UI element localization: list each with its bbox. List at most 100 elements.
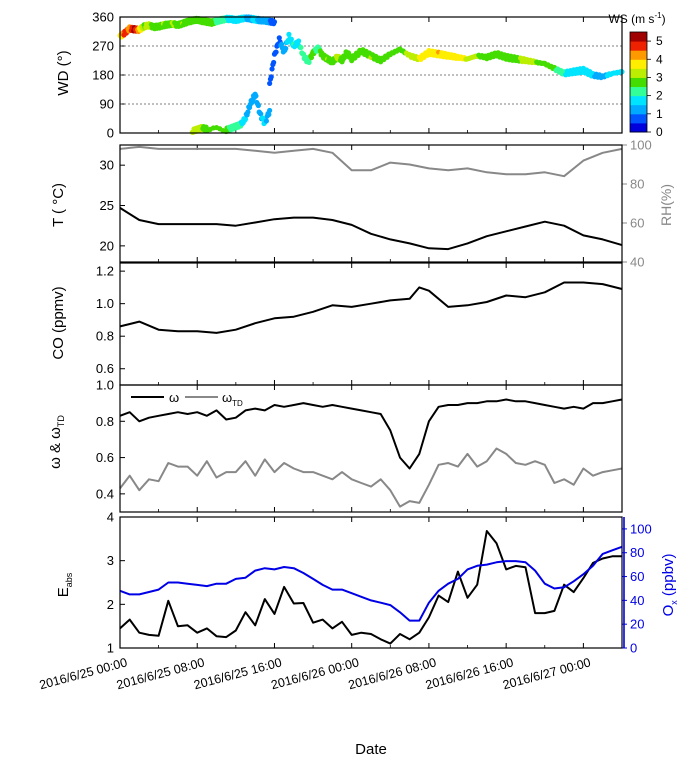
- wd-point: [258, 111, 264, 117]
- t_rh-y-tick-label: 25: [100, 198, 114, 213]
- t_rh-y2-tick-label: 80: [630, 177, 644, 192]
- wd-y-tick-label: 90: [100, 97, 114, 112]
- omega-frame: [119, 384, 623, 513]
- t_rh-frame: [119, 144, 623, 263]
- t_rh-y-tick-label: 20: [100, 238, 114, 253]
- omega-y-tick-label: 1.0: [96, 378, 114, 393]
- wd-point: [268, 74, 274, 80]
- wd-point: [308, 54, 315, 61]
- colorbar-cell: [630, 95, 647, 106]
- co-y-tick-label: 0.6: [96, 361, 114, 376]
- omega-legend: ω ωTD: [131, 390, 243, 408]
- wd-point: [298, 44, 304, 51]
- eabs_ox-y2-tick-label: 0: [630, 641, 637, 656]
- omega-axis-label: ω & ωTD: [47, 415, 66, 469]
- wd-point: [253, 93, 259, 99]
- x-tick-label: 2016/6/26 16:00: [424, 655, 515, 692]
- ox-axis-label-sub: x: [669, 600, 679, 605]
- t_rh-y2-tick-label: 40: [630, 255, 644, 270]
- wd-point: [255, 102, 261, 109]
- colorbar-title: WS (m s-1): [608, 11, 665, 26]
- colorbar-tick-label: 4: [656, 52, 663, 66]
- wind-direction-panel: WD (°) 0 90 180 270 360: [55, 10, 625, 141]
- co-frame: [119, 262, 623, 386]
- eabs-axis-label-sub: abs: [64, 572, 74, 587]
- colorbar-cell: [630, 113, 647, 124]
- omega-y-tick-label: 0.8: [96, 414, 114, 429]
- ox-axis-label: Ox (ppbv): [660, 554, 679, 617]
- ox-axis-label-tail: (ppbv): [660, 554, 677, 601]
- wd-y-tick-label: 180: [92, 68, 114, 83]
- wd-point: [288, 36, 294, 42]
- x-tick-label: 2016/6/25 00:00: [38, 655, 129, 692]
- colorbar-title-sup: -1: [654, 11, 662, 20]
- omega-y-tick-label: 0.4: [96, 486, 114, 501]
- eabs_ox-y2-tick-label: 20: [630, 617, 644, 632]
- colorbar-cell: [630, 68, 647, 78]
- wd-y-tick-label: 0: [107, 126, 114, 141]
- wd-point: [271, 19, 278, 25]
- colorbar-tick-label: 1: [656, 107, 663, 121]
- x-tick-label: 2016/6/26 08:00: [347, 655, 438, 692]
- x-tick-label: 2016/6/27 00:00: [501, 655, 592, 692]
- colorbar-cell: [630, 41, 647, 51]
- t_rh-y-tick-label: 30: [100, 158, 114, 173]
- colorbar-tick-label: 3: [656, 70, 663, 84]
- wd-point: [273, 49, 279, 55]
- eabs_ox-frame: [119, 516, 623, 649]
- legend-omega-td-sub: TD: [232, 399, 243, 408]
- colorbar-cell: [630, 59, 647, 69]
- wd-y-tick-label: 270: [92, 39, 114, 54]
- wd-point: [295, 38, 302, 44]
- colorbar-cell: [630, 104, 647, 115]
- co-y-tick-label: 0.8: [96, 329, 114, 344]
- omega-panel: ω & ωTD 0.4 0.6 0.8 1.0 ω ωTD: [47, 378, 623, 513]
- wd-point: [266, 111, 272, 118]
- co-y-tick-label: 1.2: [96, 264, 114, 279]
- co-y-tick-label: 1.0: [96, 296, 114, 311]
- wd-point: [279, 41, 285, 47]
- wd-point: [263, 118, 270, 124]
- wd-point: [286, 31, 292, 38]
- eabs_ox-y2-tick-label: 100: [630, 521, 652, 536]
- eabs_ox-y2-tick-label: 60: [630, 569, 644, 584]
- legend-omega-td-label: ωTD: [222, 390, 243, 408]
- colorbar-tick-label: 2: [656, 89, 663, 103]
- colorbar-cell: [630, 77, 647, 88]
- wind-speed-colorbar: WS (m s-1) 0 1 2 3 4 5: [608, 11, 665, 139]
- eabs_ox-y-tick-label: 3: [107, 553, 114, 568]
- wd-point: [267, 107, 273, 114]
- colorbar-cell: [630, 32, 647, 42]
- x-axis-label: Date: [355, 741, 387, 758]
- omega-series-line-1: [119, 447, 623, 508]
- eabs-axis-label: Eabs: [55, 572, 74, 597]
- eabs_ox-series-line-0: [119, 530, 622, 645]
- wd-point: [271, 59, 277, 66]
- x-tick-label: 2016/6/25 08:00: [115, 655, 206, 692]
- t_rh-series-line-0: [119, 207, 623, 251]
- wd-point: [283, 45, 289, 52]
- t_rh-y2-tick-label: 100: [630, 138, 652, 153]
- eabs_ox-y-tick-label: 2: [107, 597, 114, 612]
- colorbar-frame: [629, 31, 648, 133]
- co-series-line-0: [119, 281, 623, 334]
- co-panel: CO (ppmv) 0.6 0.8 1.0 1.2: [50, 262, 623, 386]
- t_rh-y2-tick-label: 60: [630, 216, 644, 231]
- wd-point: [267, 80, 273, 87]
- temperature-humidity-panel: T ( °C) RH(%) 20 25 30 40 60 80 100: [50, 138, 674, 270]
- wd-point: [245, 109, 251, 115]
- colorbar-tick-label: 0: [656, 125, 663, 139]
- colorbar-cell: [630, 50, 647, 60]
- t_rh-series-line-1: [119, 145, 623, 178]
- rh-axis-label: RH(%): [658, 184, 674, 226]
- eabs_ox-y-tick-label: 1: [107, 641, 114, 656]
- wd-frame: [119, 16, 623, 134]
- eabs_ox-y2-tick-label: 80: [630, 545, 644, 560]
- omega-y-tick-label: 0.6: [96, 450, 114, 465]
- wd-y-tick-label: 360: [92, 10, 114, 25]
- t-axis-label: T ( °C): [50, 183, 67, 227]
- colorbar-title-close: ): [662, 12, 666, 26]
